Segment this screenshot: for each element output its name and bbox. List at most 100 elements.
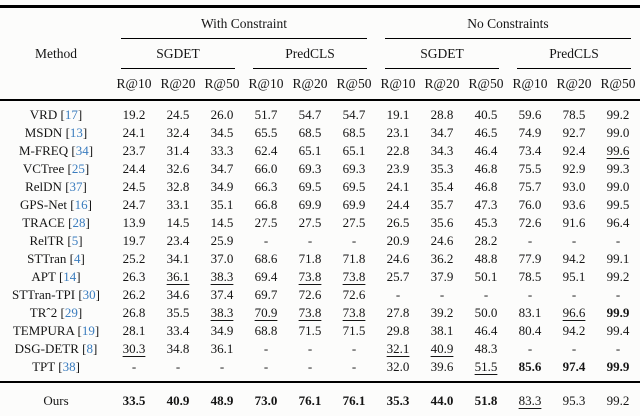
citation-link[interactable]: 29 (64, 305, 78, 320)
value-cell: 93.6 (562, 197, 586, 212)
value-cell: 36.1 (210, 341, 234, 356)
value-cell: 23.9 (386, 161, 410, 176)
value-cell: - (615, 341, 621, 356)
method-cell: STTran [4] (27, 251, 85, 266)
citation-link[interactable]: 25 (71, 161, 85, 176)
value-cell: - (439, 287, 445, 302)
value-cell: 69.4 (254, 269, 278, 284)
value-cell: 48.8 (474, 251, 498, 266)
value-cell: - (527, 287, 533, 302)
subgroup-sgdet-no-constraints: SGDET (376, 39, 508, 69)
value-cell: 71.8 (342, 251, 366, 266)
value-cell: 78.5 (518, 269, 542, 284)
value-cell: 48.3 (474, 341, 498, 356)
citation-link[interactable]: 19 (81, 323, 95, 338)
value-cell: 35.5 (166, 305, 190, 320)
value-cell: 74.9 (518, 125, 542, 140)
value-cell: 50.0 (474, 305, 498, 320)
value-cell: 71.5 (342, 323, 366, 338)
method-name: MSDN (24, 125, 63, 140)
value-cell: - (395, 287, 401, 302)
value-cell: 45.3 (474, 215, 498, 230)
ours-value-cell: 76.1 (288, 381, 332, 416)
value-cell: 20.9 (386, 233, 410, 248)
citation-link[interactable]: 17 (64, 107, 78, 122)
value-cell: 13.9 (122, 215, 146, 230)
value-cell: - (175, 359, 181, 374)
method-name: TRˆ2 (29, 305, 58, 320)
ours-value-cell: 33.5 (112, 381, 156, 416)
value-cell: 46.5 (474, 125, 498, 140)
citation-link[interactable]: 30 (82, 287, 96, 302)
value-cell: 23.1 (386, 125, 410, 140)
value-cell: 23.7 (122, 143, 146, 158)
subgroup-label: SGDET (385, 45, 499, 69)
value-cell: - (131, 359, 137, 374)
ours-value-cell: 35.3 (376, 381, 420, 416)
value-cell: 35.1 (210, 197, 234, 212)
value-cell: 32.1 (386, 341, 410, 356)
value-cell: 35.6 (430, 215, 454, 230)
value-cell: 32.0 (386, 359, 410, 374)
value-cell: 36.2 (430, 251, 454, 266)
value-cell: 92.7 (562, 125, 586, 140)
value-cell: 28.1 (122, 323, 146, 338)
ours-value-cell: 44.0 (420, 381, 464, 416)
citation-link[interactable]: 5 (71, 233, 79, 248)
value-cell: 26.5 (386, 215, 410, 230)
citation-link[interactable]: 28 (72, 215, 86, 230)
citation-link[interactable]: 13 (69, 125, 83, 140)
value-cell: 19.1 (386, 107, 410, 122)
value-cell: 69.5 (298, 179, 322, 194)
metric-header: R@50 (332, 69, 376, 101)
ours-value-cell: 83.3 (508, 381, 552, 416)
ours-value-cell: 51.8 (464, 381, 508, 416)
table-row: VCTree [25] 24.4 32.6 34.7 66.0 69.3 69.3 23.9 3… (0, 160, 640, 178)
value-cell: 34.9 (210, 179, 234, 194)
value-cell: 69.3 (342, 161, 366, 176)
method-cell: VCTree [25] (22, 161, 90, 176)
citation-link[interactable]: 14 (63, 269, 77, 284)
ours-value-cell: 95.3 (552, 381, 596, 416)
value-cell: - (263, 233, 269, 248)
table-row: VRD [17] 19.2 24.5 26.0 51.7 54.7 54.7 19.1 28.8… (0, 100, 640, 124)
value-cell: 99.6 (606, 143, 630, 158)
value-cell: 39.6 (430, 359, 454, 374)
value-cell: 80.4 (518, 323, 542, 338)
subgroup-label: PredCLS (517, 45, 631, 69)
citation-link[interactable]: 4 (74, 251, 81, 266)
metric-header: R@20 (156, 69, 200, 101)
value-cell: 37.9 (430, 269, 454, 284)
method-name: STTran-TPI (11, 287, 76, 302)
value-cell: 28.8 (430, 107, 454, 122)
citation-link[interactable]: 38 (62, 359, 76, 374)
value-cell: 99.9 (606, 359, 630, 374)
value-cell: 65.1 (342, 143, 366, 158)
value-cell: 83.1 (518, 305, 542, 320)
method-name: RelDN (25, 179, 62, 194)
citation-link[interactable]: 37 (69, 179, 83, 194)
value-cell: - (571, 287, 577, 302)
citation-link[interactable]: 16 (74, 197, 88, 212)
value-cell: 24.4 (386, 197, 410, 212)
value-cell: 75.5 (518, 161, 542, 176)
value-cell: - (263, 359, 269, 374)
value-cell: 40.9 (430, 341, 454, 356)
value-cell: 46.8 (474, 179, 498, 194)
constraint-header-row: Method With Constraint No Constraints (0, 6, 640, 101)
value-cell: 71.8 (298, 251, 322, 266)
citation-link[interactable]: 34 (75, 143, 89, 158)
value-cell: 27.8 (386, 305, 410, 320)
value-cell: 65.5 (254, 125, 278, 140)
value-cell: 24.6 (386, 251, 410, 266)
value-cell: 69.9 (298, 197, 322, 212)
value-cell: 97.4 (562, 359, 586, 374)
metric-header: R@20 (552, 69, 596, 101)
value-cell: 19.2 (122, 107, 146, 122)
value-cell: - (307, 233, 313, 248)
method-cell: APT [14] (31, 269, 81, 284)
value-cell: 51.7 (254, 107, 278, 122)
method-name: STTran (27, 251, 67, 266)
value-cell: 38.1 (430, 323, 454, 338)
citation-link[interactable]: 8 (86, 341, 94, 356)
